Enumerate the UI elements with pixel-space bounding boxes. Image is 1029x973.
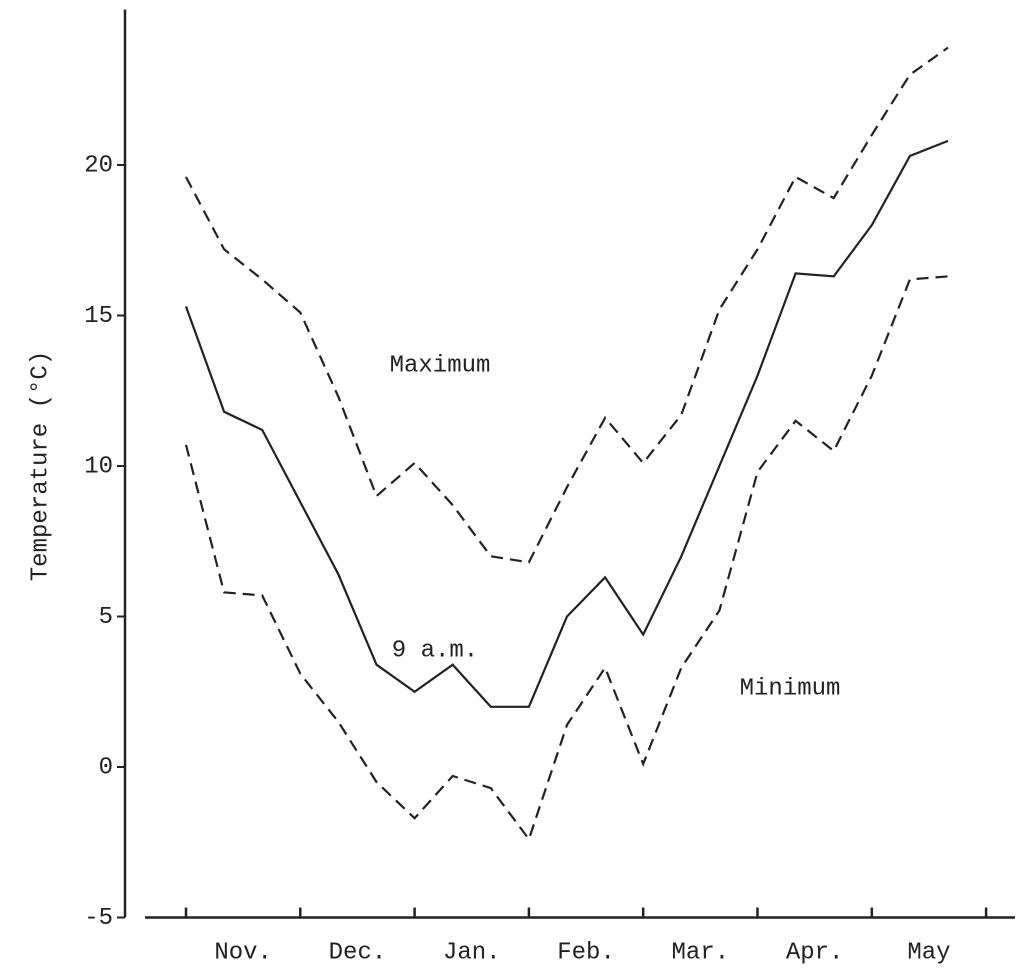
- x-tick-label: Jan.: [443, 939, 501, 966]
- y-tick-label: 10: [84, 453, 113, 480]
- y-axis-label: Temperature (°C): [27, 351, 54, 581]
- x-tick-label: Nov.: [214, 939, 272, 966]
- y-tick-label: 15: [84, 303, 113, 330]
- y-tick-label: -5: [84, 905, 113, 932]
- series-label: Maximum: [390, 352, 491, 379]
- x-tick-label: Mar.: [672, 939, 730, 966]
- x-tick-label: Apr.: [786, 939, 844, 966]
- y-tick-label: 20: [84, 152, 113, 179]
- y-tick-label: 0: [99, 754, 113, 781]
- series-label: Minimum: [740, 675, 841, 702]
- series-label: 9 a.m.: [392, 637, 478, 664]
- x-tick-label: May: [907, 939, 950, 966]
- series-line: [185, 46, 949, 564]
- series-line: [184, 139, 949, 708]
- x-tick-label: Feb.: [557, 939, 615, 966]
- x-tick-label: Dec.: [329, 939, 387, 966]
- series-line: [184, 275, 949, 842]
- y-tick-label: 5: [99, 604, 113, 631]
